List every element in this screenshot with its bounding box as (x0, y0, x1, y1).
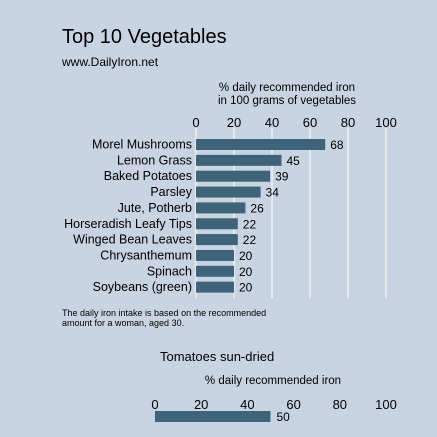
x-tick-label: 20 (227, 115, 241, 130)
bar (196, 154, 282, 166)
bar (196, 265, 234, 277)
bar (196, 186, 261, 198)
value-label: 68 (330, 138, 344, 152)
category-label: Lemon Grass (117, 153, 192, 167)
bar (196, 281, 234, 293)
bar (196, 234, 238, 246)
value-label: 45 (287, 154, 301, 168)
secondary-x-axis-title: % daily recommended iron (205, 375, 341, 387)
x-tick-label: 100 (375, 397, 397, 412)
bar (196, 218, 238, 230)
x-tick-label: 20 (194, 397, 208, 412)
value-label: 39 (275, 170, 289, 184)
x-tick-label: 60 (286, 397, 300, 412)
category-label: Winged Bean Leaves (73, 233, 192, 247)
secondary-bars (155, 411, 271, 422)
x-tick-label: 80 (341, 115, 355, 130)
value-label: 50 (277, 410, 291, 424)
value-label: 20 (239, 265, 253, 279)
x-tick-label: 80 (333, 397, 347, 412)
secondary-tick-labels: 0 20 40 60 80 100 (151, 397, 396, 412)
value-label: 22 (243, 233, 257, 247)
x-tick-label: 0 (192, 115, 199, 130)
value-label: 20 (239, 249, 253, 263)
x-tick-label: 60 (303, 115, 317, 130)
value-label: 34 (266, 186, 280, 200)
x-tick-label: 40 (265, 115, 279, 130)
footnote-line-2: amount for a woman, aged 30. (62, 318, 184, 328)
category-label: Horseradish Leafy Tips (64, 217, 192, 231)
secondary-value-labels: 50 (277, 410, 291, 424)
chart-title: Top 10 Vegetables (62, 26, 227, 48)
category-label: Chrysanthemum (100, 248, 192, 262)
main-bars (196, 139, 326, 293)
x-tick-label: 100 (375, 115, 397, 130)
category-label: Morel Mushrooms (92, 138, 192, 152)
value-label: 26 (250, 201, 264, 215)
value-label: 22 (243, 217, 257, 231)
category-label: Soybeans (green) (93, 280, 192, 294)
bar (196, 249, 234, 261)
category-label: Jute, Potherb (118, 201, 192, 215)
x-tick-label: 0 (151, 397, 158, 412)
main-tick-labels: 0 20 40 60 80 100 (192, 115, 396, 130)
bar (155, 411, 271, 422)
chart-subtitle: www.DailyIron.net (61, 55, 159, 69)
x-axis-title-line-1: % daily recommended iron (219, 82, 355, 94)
x-tick-label: 40 (240, 397, 254, 412)
bar (196, 139, 326, 150)
x-axis-title-line-2: in 100 grams of vegetables (218, 95, 356, 107)
footnote-line-1: The daily iron intake is based on the re… (62, 308, 266, 318)
value-label: 20 (239, 281, 253, 295)
bar (196, 170, 271, 182)
category-label: Baked Potatoes (104, 169, 192, 183)
category-label: Parsley (150, 185, 192, 199)
category-label: Spinach (147, 264, 192, 278)
bar (196, 202, 246, 214)
secondary-chart-title: Tomatoes sun-dried (160, 349, 274, 364)
